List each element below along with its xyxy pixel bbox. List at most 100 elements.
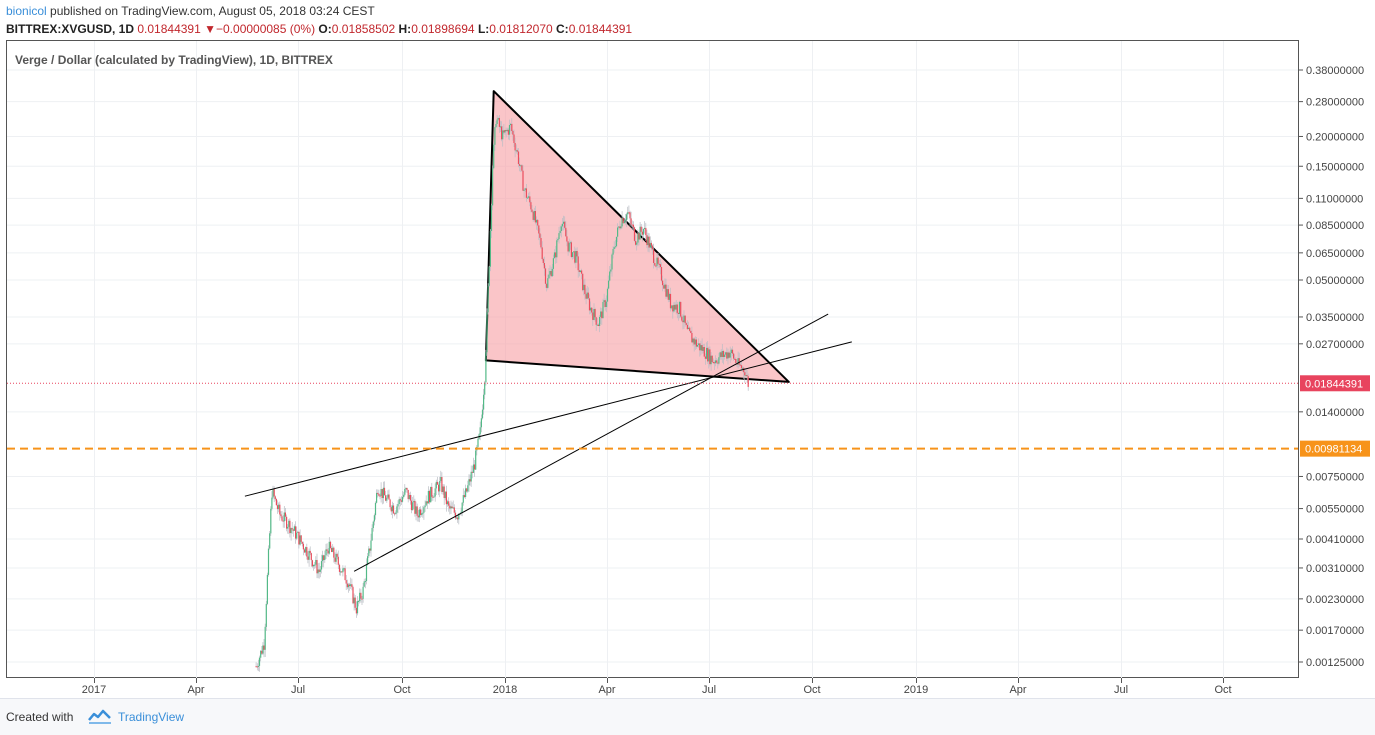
price-tick-label: 0.06500000 xyxy=(1306,248,1364,260)
created-with-label: Created with xyxy=(6,710,74,724)
trendline-lower[interactable] xyxy=(353,313,829,572)
candle xyxy=(342,565,344,577)
candle xyxy=(331,545,333,553)
candle xyxy=(610,263,612,274)
time-axis[interactable]: 2017 Apr Jul Oct 2018 Apr Jul Oct 2019 Apr Jul Oct xyxy=(82,678,1232,696)
candle xyxy=(637,229,639,247)
price-tick-label: 0.00310000 xyxy=(1306,563,1364,575)
tradingview-logo-icon[interactable] xyxy=(88,708,112,729)
candle xyxy=(497,116,499,121)
candle xyxy=(496,115,498,128)
trendline-upper[interactable] xyxy=(244,341,852,497)
candle xyxy=(435,479,437,495)
candle xyxy=(364,578,366,589)
candle xyxy=(702,344,704,354)
candle xyxy=(645,222,647,241)
candle xyxy=(408,492,410,500)
candle xyxy=(552,254,554,276)
candle xyxy=(309,546,311,556)
candle xyxy=(627,206,629,220)
candle xyxy=(419,506,422,518)
candle xyxy=(469,474,471,486)
candle xyxy=(603,293,605,308)
candle xyxy=(633,226,636,243)
candle xyxy=(698,338,700,349)
candle xyxy=(663,283,665,289)
candle xyxy=(302,541,304,556)
candle xyxy=(290,527,292,541)
candle xyxy=(715,355,717,367)
tradingview-link[interactable]: TradingView xyxy=(118,710,185,724)
candle xyxy=(434,483,436,502)
candle xyxy=(328,537,330,555)
candle xyxy=(650,240,652,251)
candle xyxy=(619,220,621,231)
candle xyxy=(304,548,306,553)
candle xyxy=(701,338,703,354)
candle xyxy=(745,368,747,377)
candle xyxy=(630,211,632,227)
candle xyxy=(561,218,563,231)
candle xyxy=(332,544,334,553)
candle xyxy=(283,506,285,528)
candle xyxy=(557,237,559,242)
candle xyxy=(363,578,365,588)
time-tick-label: Apr xyxy=(187,684,204,696)
candle xyxy=(356,596,359,616)
candle xyxy=(520,165,522,172)
candle xyxy=(726,347,728,362)
candle xyxy=(456,516,458,520)
candle xyxy=(593,303,595,321)
time-tick-label: Jul xyxy=(702,684,716,696)
candle xyxy=(506,127,508,133)
chart-area[interactable]: Verge / Dollar (calculated by TradingVie… xyxy=(6,40,1370,698)
candle xyxy=(479,421,481,441)
open-label: O: xyxy=(318,22,332,36)
candle xyxy=(569,240,571,250)
candle xyxy=(697,342,699,348)
candle xyxy=(601,308,603,325)
current-price-badge: 0.01844391 xyxy=(1300,375,1370,392)
drawing-lines[interactable] xyxy=(7,313,1298,572)
candle xyxy=(301,541,303,547)
candle xyxy=(550,266,552,278)
candle xyxy=(481,404,484,420)
candle xyxy=(324,550,326,563)
candle xyxy=(560,224,562,238)
candle xyxy=(612,246,614,259)
candle xyxy=(299,529,301,546)
candle xyxy=(513,129,515,147)
price-chart[interactable]: Verge / Dollar (calculated by TradingVie… xyxy=(6,40,1370,698)
candle xyxy=(556,237,558,264)
candle xyxy=(744,368,746,383)
candle xyxy=(582,273,584,292)
candle xyxy=(596,318,598,326)
candle xyxy=(291,522,293,534)
candle xyxy=(512,129,514,141)
candle xyxy=(401,491,404,503)
candle xyxy=(423,505,425,520)
candle xyxy=(564,216,566,230)
candle xyxy=(441,472,443,495)
candle xyxy=(468,474,470,492)
candle xyxy=(674,301,676,312)
candle xyxy=(543,256,545,276)
candle xyxy=(263,639,265,658)
candle xyxy=(515,144,517,154)
candle xyxy=(472,457,475,473)
candle xyxy=(743,366,745,379)
candle xyxy=(685,321,687,326)
candle xyxy=(431,482,433,502)
candle xyxy=(712,358,714,365)
candle xyxy=(656,253,658,271)
candle xyxy=(377,489,379,498)
candle xyxy=(256,663,258,671)
candle xyxy=(445,485,447,512)
candle xyxy=(709,346,711,367)
candle xyxy=(378,489,380,497)
price-axis[interactable]: 0.38000000 0.28000000 0.20000000 0.15000000… xyxy=(1298,65,1370,669)
candle xyxy=(275,498,277,506)
candle xyxy=(413,495,415,510)
author-link[interactable]: bionicol xyxy=(6,4,47,18)
candle xyxy=(495,121,497,128)
